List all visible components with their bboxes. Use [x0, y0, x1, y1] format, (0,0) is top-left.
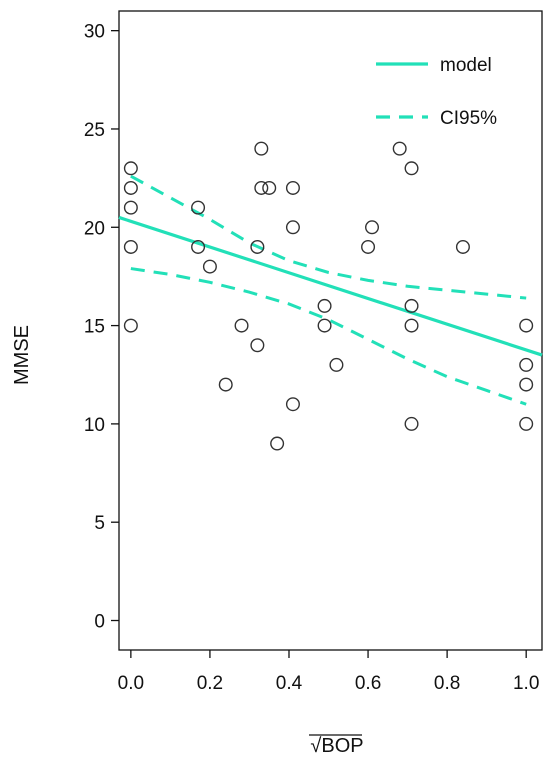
data-point [519, 318, 534, 333]
data-point [404, 318, 419, 333]
plot-frame [118, 10, 543, 651]
y-axis-title: MMSE [11, 325, 33, 385]
model-line [118, 215, 543, 357]
data-point [404, 298, 419, 313]
data-point [218, 377, 233, 392]
x-tick-label: 0.0 [118, 673, 144, 694]
legend-label: CI95% [440, 108, 497, 129]
data-point [404, 161, 419, 176]
y-tick-label: 5 [94, 513, 105, 534]
x-tick-label: 1.0 [513, 673, 539, 694]
data-point [123, 318, 138, 333]
data-point [123, 200, 138, 215]
legend-label: model [440, 55, 492, 76]
data-point [455, 239, 470, 254]
x-tick-label: 0.4 [276, 673, 303, 694]
x-axis-title: √BOP [310, 735, 363, 757]
y-tick-label: 0 [94, 612, 105, 633]
data-point [191, 239, 206, 254]
data-point [519, 357, 534, 372]
x-tick-label: 0.8 [434, 673, 460, 694]
axes: 0 5 10 15 20 25 30 0.0 0.2 0.4 0.6 0.8 1.0 [84, 10, 543, 694]
data-point [123, 180, 138, 195]
data-point [191, 200, 206, 215]
data-point [262, 180, 277, 195]
data-point [285, 180, 300, 195]
x-axis-title-text: BOP [321, 735, 363, 757]
ci95-upper-line [130, 174, 527, 300]
legend: model CI95% [376, 55, 497, 129]
y-tick-label: 30 [84, 22, 105, 43]
data-point [519, 377, 534, 392]
data-point [250, 239, 265, 254]
y-tick-label: 25 [84, 120, 105, 141]
data-point [404, 416, 419, 431]
points-layer [123, 141, 534, 451]
data-point [202, 259, 217, 274]
x-tick-label: 0.2 [197, 673, 223, 694]
data-point [123, 239, 138, 254]
data-point [317, 298, 332, 313]
y-tick-label: 15 [84, 317, 105, 338]
data-point [270, 436, 285, 451]
data-point [250, 338, 265, 353]
data-point [285, 397, 300, 412]
data-point [254, 141, 269, 156]
data-point [392, 141, 407, 156]
series-layer [118, 174, 543, 406]
data-point [361, 239, 376, 254]
x-tick-label: 0.6 [355, 673, 381, 694]
y-tick-label: 10 [84, 415, 105, 436]
data-point [365, 220, 380, 235]
data-point [329, 357, 344, 372]
ci95-lower-line [130, 267, 527, 406]
data-point [519, 416, 534, 431]
data-point [254, 180, 269, 195]
data-point [123, 161, 138, 176]
y-tick-label: 20 [84, 218, 105, 239]
data-point [234, 318, 249, 333]
data-point [285, 220, 300, 235]
sqrt-symbol: √ [310, 735, 321, 757]
data-point [317, 318, 332, 333]
